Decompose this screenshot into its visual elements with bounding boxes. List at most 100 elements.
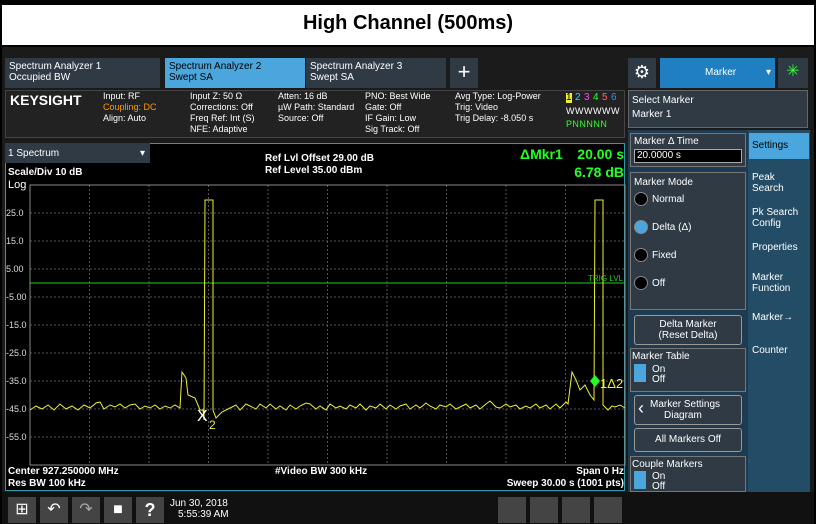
marker-x-index: 2 (209, 418, 216, 432)
delta-y: 6.78 dB (574, 164, 624, 180)
status-text: Sig Track: Off (365, 124, 420, 134)
tool-icon[interactable] (498, 497, 526, 523)
undo[interactable]: ↶ (40, 497, 68, 523)
start-button[interactable]: ⊞ (8, 497, 36, 523)
status-text: Atten: 16 dB (278, 91, 328, 101)
radio[interactable] (634, 220, 648, 234)
status-text: Corrections: Off (190, 102, 253, 112)
files[interactable]: ■ (104, 497, 132, 523)
settings-gear[interactable]: ⚙ (628, 58, 656, 88)
delta-time-value: 20.0000 s (637, 150, 681, 161)
rule (2, 45, 814, 47)
tab-active[interactable] (165, 58, 305, 88)
video-bw: #Video BW 300 kHz (275, 466, 368, 477)
delta-marker: ΔMkr1 (520, 146, 563, 162)
button-label: Marker Settings (650, 399, 721, 410)
status-text: NFE: Adaptive (190, 124, 248, 134)
switch (634, 364, 646, 382)
status-text: Input Z: 50 Ω (190, 91, 243, 101)
tool-icon[interactable] (594, 497, 622, 523)
help[interactable]: ? (136, 497, 164, 523)
mode-option: Normal (652, 194, 685, 205)
side-tab[interactable] (749, 133, 809, 159)
trace-detectors: P N N N N N (566, 119, 607, 129)
radio[interactable] (634, 192, 648, 206)
settings-diagram-button[interactable] (634, 395, 742, 425)
trace-number: 4 (593, 92, 599, 103)
button-label: Delta Marker (659, 319, 717, 330)
mode-option: Off (652, 278, 666, 289)
couple-toggle[interactable] (630, 456, 746, 492)
mode-box (630, 172, 746, 310)
y-tick-label: -5.00 (6, 292, 27, 302)
trace-number: 3 (584, 92, 590, 103)
button-label: (Reset Delta) (658, 330, 718, 341)
reset-delta-button[interactable] (634, 315, 742, 345)
delta-time-label: Marker Δ Time (634, 136, 699, 147)
tab[interactable] (5, 58, 160, 88)
tab-label: Spectrum Analyzer 1 (9, 61, 102, 72)
page-title: High Channel (500ms) (302, 12, 514, 34)
mode-label: Marker Mode (634, 177, 693, 188)
trace-number: 6 (611, 92, 617, 103)
toggle-off: Off (652, 374, 666, 385)
tab-label: Spectrum Analyzer 2 (169, 61, 262, 72)
y-tick-label: -45.0 (6, 404, 27, 414)
status-text: Gate: Off (365, 102, 402, 112)
status-text: Align: Auto (103, 113, 147, 123)
ref-level: Ref Level 35.00 dBm (265, 165, 363, 176)
trace-types: W W W W W W (566, 106, 619, 116)
status-text: Source: Off (278, 113, 324, 123)
y-tick-label: 25.0 (6, 208, 24, 218)
plot-window (5, 143, 625, 491)
status-text: IF Gain: Low (365, 113, 417, 123)
trig-label: TRIG LVL (588, 274, 623, 283)
side-tab-label: Counter (752, 345, 788, 356)
redo[interactable]: ↷ (72, 497, 100, 523)
radio[interactable] (634, 248, 648, 262)
select-marker-value: Marker 1 (632, 109, 672, 120)
menu-dropdown[interactable] (660, 58, 775, 88)
switch (634, 471, 646, 489)
marker-diamond (590, 375, 600, 387)
tool-icon[interactable] (530, 497, 558, 523)
trace-number: 2 (575, 92, 581, 103)
tab-label: Swept SA (169, 72, 213, 83)
ref-offset: Ref Lvl Offset 29.00 dB (265, 153, 374, 164)
window-label: 1 Spectrum (8, 148, 60, 159)
window-select[interactable] (5, 143, 150, 163)
side-tab-label: Peak Search (752, 172, 784, 194)
tab-label: Occupied BW (9, 72, 71, 83)
all-off-button[interactable] (634, 428, 742, 452)
center-freq: Center 927.250000 MHz (8, 466, 119, 477)
status-text: Input: RF (103, 91, 141, 101)
button-label: All Markers Off (655, 434, 721, 445)
input[interactable] (634, 149, 742, 163)
trace (29, 199, 626, 421)
status-icon[interactable]: ✳ (778, 58, 808, 88)
dropdown-arrow: ▾ (140, 148, 146, 159)
tab[interactable] (306, 58, 446, 88)
dropdown-arrow: ▾ (766, 67, 772, 78)
tool-icon[interactable] (562, 497, 590, 523)
add-tab[interactable]: + (450, 58, 478, 88)
chevron: ‹ (638, 398, 644, 418)
toggle-label: Couple Markers (632, 459, 703, 470)
mode-option: Fixed (652, 250, 677, 261)
toggle-on: On (652, 364, 666, 375)
radio[interactable] (634, 276, 648, 290)
y-tick-label: -15.0 (6, 320, 27, 330)
side-tab-label: Properties (752, 242, 798, 253)
side-tab-label: Settings (752, 140, 789, 151)
select-marker[interactable] (628, 90, 808, 128)
time: 5:55:39 AM (178, 509, 229, 520)
select-marker-label: Select Marker (632, 95, 694, 106)
mode-option: Delta (Δ) (652, 222, 692, 233)
side-tab-label: Pk Search Config (752, 207, 799, 229)
table-toggle[interactable] (630, 348, 746, 392)
status-bar (5, 90, 625, 138)
scale: Scale/Div 10 dB (8, 167, 83, 178)
toggle-on: On (652, 471, 666, 482)
trace-number: 5 (602, 92, 608, 103)
